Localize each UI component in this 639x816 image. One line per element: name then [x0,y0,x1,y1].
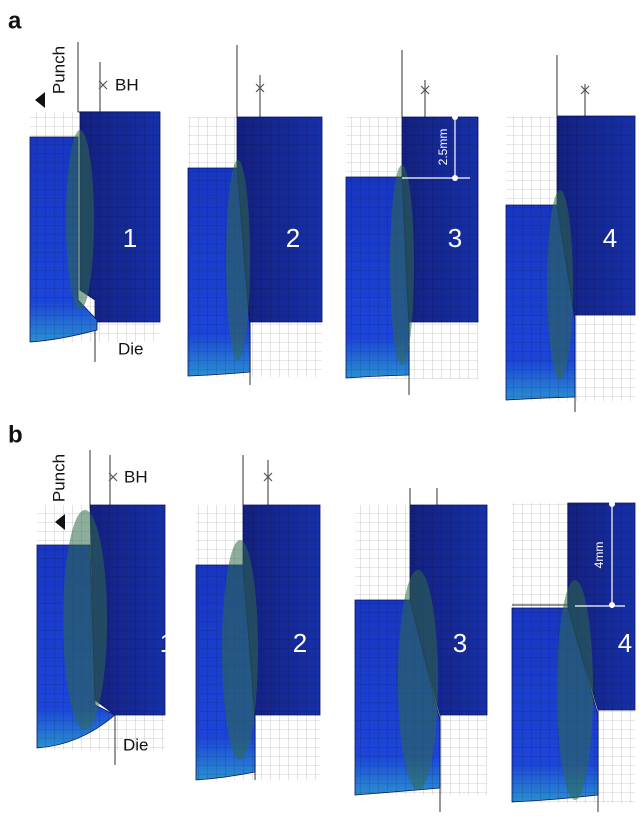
stage: 3 [355,488,487,812]
dimension-label: 4mm [592,542,606,569]
panel-b: b Punch BH Die 1 2 3 4mm [8,421,635,812]
stage-number: 3 [453,628,467,658]
bh-label: BH [115,75,139,94]
stage-number: 4 [603,223,617,253]
die-label: Die [123,735,149,754]
stage: Punch BH Die 1 [30,42,160,362]
die-label: Die [118,339,144,358]
dimension-label: 2.5mm [436,129,450,166]
stage: 2.5mm 3 [346,50,478,395]
stage-number: 1 [123,223,137,253]
punch-label: Punch [49,454,68,502]
stage-number: 2 [286,223,300,253]
figure: a Punch BH Die 1 2 2.5mm 3 [0,0,639,816]
stage: 2 [196,455,320,780]
stage: 4 [506,55,635,412]
stage: 2 [188,45,322,385]
panel-label: b [8,421,23,448]
punch-label: Punch [49,46,68,94]
stage-number: 1 [160,628,174,658]
stage: Punch BH Die 1 [37,450,174,765]
stage: 4mm 4 [512,501,635,812]
panel-a: a Punch BH Die 1 2 2.5mm 3 [8,7,635,412]
stage-number: 4 [618,628,632,658]
stage-number: 3 [448,223,462,253]
panel-label: a [8,7,22,34]
bh-label: BH [124,467,148,486]
stage-number: 2 [293,628,307,658]
